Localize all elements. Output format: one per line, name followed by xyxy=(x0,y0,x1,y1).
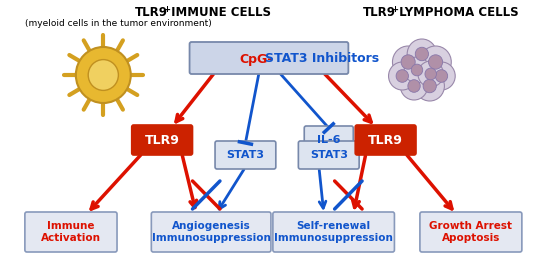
Text: Self-renewal
Immunosuppression: Self-renewal Immunosuppression xyxy=(274,221,393,243)
FancyBboxPatch shape xyxy=(132,125,193,155)
FancyBboxPatch shape xyxy=(25,212,117,252)
Text: STAT3: STAT3 xyxy=(310,150,348,160)
FancyBboxPatch shape xyxy=(273,212,394,252)
FancyBboxPatch shape xyxy=(215,141,276,169)
Text: CpG-: CpG- xyxy=(239,53,273,65)
FancyBboxPatch shape xyxy=(189,42,349,74)
Text: Immune
Activation: Immune Activation xyxy=(41,221,101,243)
Circle shape xyxy=(415,71,445,101)
Text: IMMUNE CELLS: IMMUNE CELLS xyxy=(167,7,271,19)
Circle shape xyxy=(400,72,428,100)
Circle shape xyxy=(415,47,428,61)
FancyBboxPatch shape xyxy=(304,126,353,154)
Circle shape xyxy=(418,61,444,87)
Text: TLR9: TLR9 xyxy=(368,134,403,146)
Circle shape xyxy=(407,39,436,69)
Text: +: + xyxy=(163,6,170,14)
Circle shape xyxy=(425,68,436,80)
Text: Growth Arrest
Apoptosis: Growth Arrest Apoptosis xyxy=(429,221,512,243)
Text: Angiogenesis
Immunosuppression: Angiogenesis Immunosuppression xyxy=(152,221,271,243)
FancyBboxPatch shape xyxy=(298,141,359,169)
Circle shape xyxy=(429,55,442,69)
Text: STAT3: STAT3 xyxy=(226,150,265,160)
Text: TLR9: TLR9 xyxy=(145,134,180,146)
Circle shape xyxy=(408,80,420,92)
Text: +: + xyxy=(391,6,399,14)
Circle shape xyxy=(435,70,447,82)
Circle shape xyxy=(88,60,119,90)
Text: TLR9: TLR9 xyxy=(135,7,167,19)
Circle shape xyxy=(389,62,416,90)
FancyBboxPatch shape xyxy=(152,212,271,252)
Circle shape xyxy=(411,64,423,76)
Circle shape xyxy=(76,47,131,103)
Circle shape xyxy=(393,46,424,78)
Circle shape xyxy=(428,62,455,90)
Circle shape xyxy=(396,70,408,82)
FancyBboxPatch shape xyxy=(355,125,416,155)
Circle shape xyxy=(420,46,451,78)
Text: TLR9: TLR9 xyxy=(363,7,396,19)
Circle shape xyxy=(401,55,415,69)
Text: IL-6: IL-6 xyxy=(317,135,340,145)
Circle shape xyxy=(404,57,430,83)
FancyBboxPatch shape xyxy=(420,212,522,252)
Circle shape xyxy=(423,79,436,93)
Text: (myeloid cells in the tumor environment): (myeloid cells in the tumor environment) xyxy=(25,19,211,28)
Text: STAT3 Inhibitors: STAT3 Inhibitors xyxy=(265,53,379,65)
Text: LYMPHOMA CELLS: LYMPHOMA CELLS xyxy=(395,7,519,19)
